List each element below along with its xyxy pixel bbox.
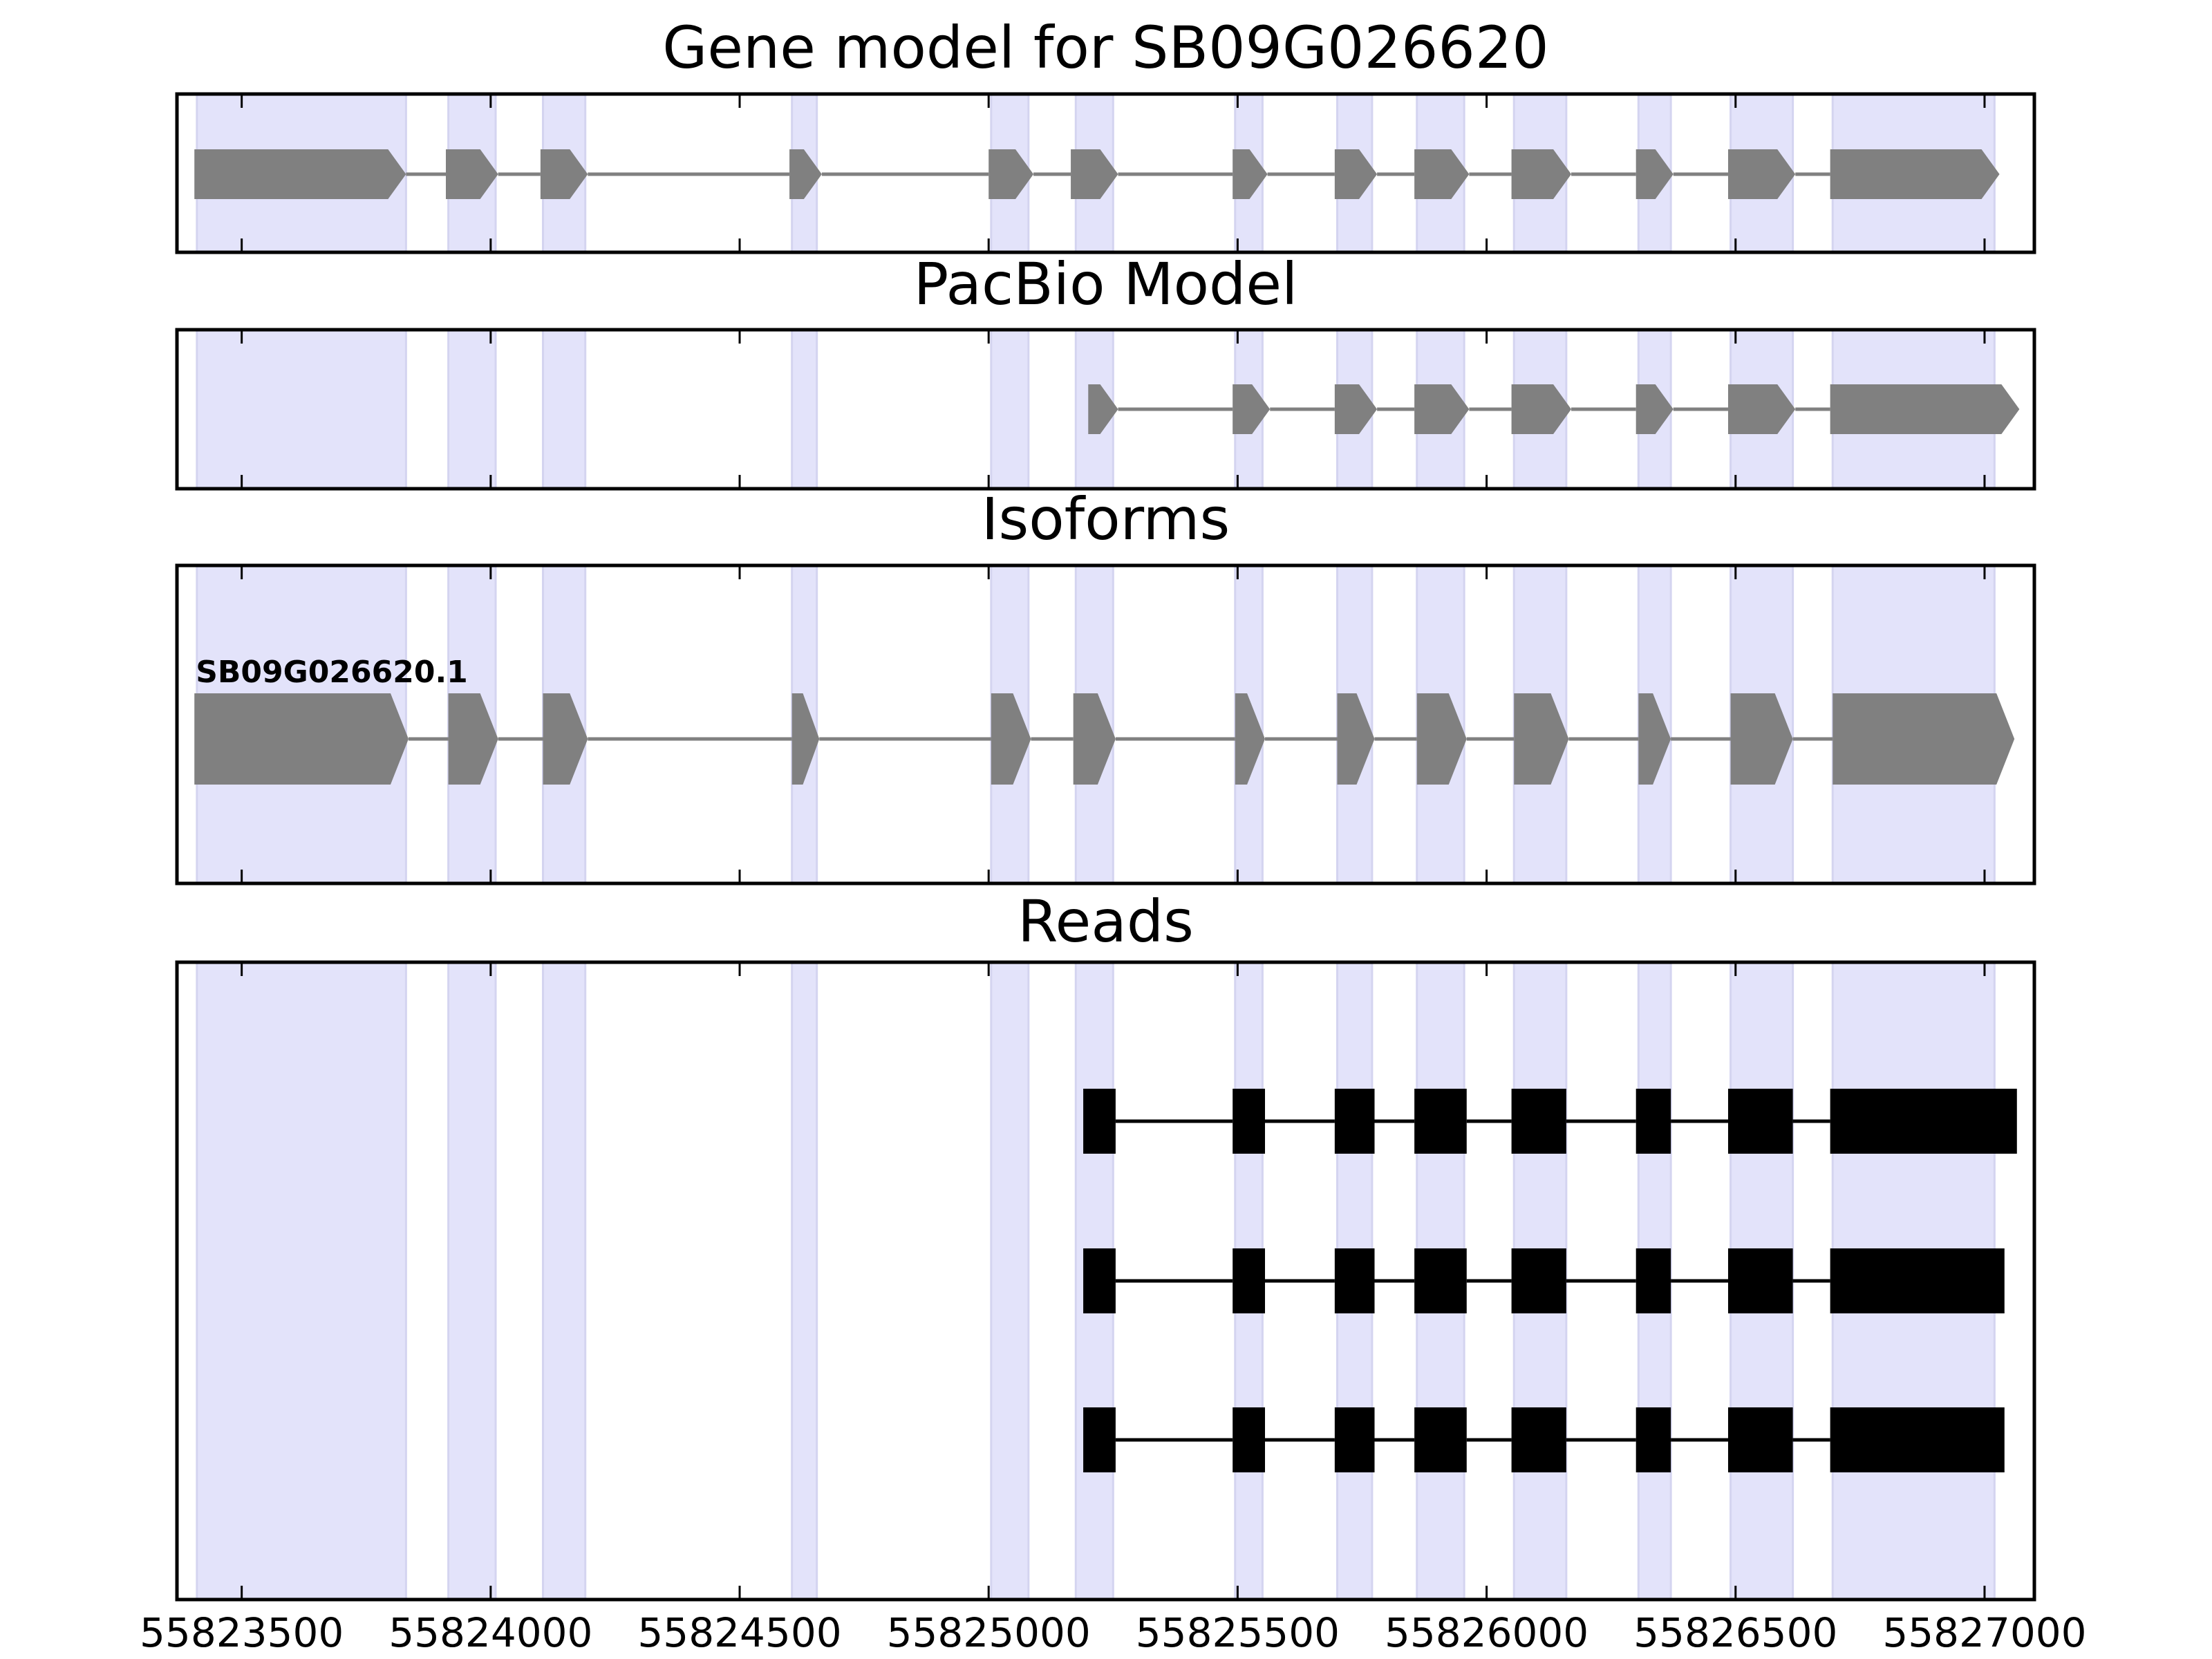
highlight-band	[196, 328, 407, 490]
read-exon	[1083, 1089, 1116, 1154]
panel-frame	[175, 92, 2036, 254]
exon-arrow	[1416, 693, 1467, 785]
panel-frame	[175, 328, 2036, 491]
read-exon	[1511, 1407, 1566, 1472]
read-exon	[1083, 1248, 1116, 1313]
exon-arrow	[1514, 693, 1569, 785]
exon-arrow	[194, 149, 406, 199]
highlight-band	[990, 328, 1030, 490]
x-tick-label: 55826500	[1633, 1609, 1837, 1656]
isoform-label: SB09G026620.1	[196, 655, 468, 690]
read-exon	[1232, 1089, 1266, 1154]
exon-arrow	[1414, 149, 1470, 199]
x-tick-label: 55823500	[140, 1609, 344, 1656]
exon-arrow	[791, 693, 820, 785]
highlight-band	[541, 961, 587, 1601]
read-exon	[1511, 1089, 1566, 1154]
read-exon	[1334, 1248, 1375, 1313]
exon-arrow	[1235, 693, 1266, 785]
exon-arrow	[540, 149, 588, 199]
read-exon	[1414, 1089, 1467, 1154]
x-tick-label: 55824000	[388, 1609, 592, 1656]
read-exon	[1830, 1407, 2005, 1472]
panel-title: Gene model for SB09G026620	[662, 14, 1548, 82]
highlight-band	[447, 328, 497, 490]
highlight-band	[990, 961, 1030, 1601]
exon-arrow	[446, 149, 498, 199]
exon-arrow	[1088, 384, 1118, 434]
exon-arrow	[1511, 149, 1572, 199]
read-exon	[1830, 1089, 2017, 1154]
panel-title: PacBio Model	[914, 250, 1298, 318]
exon-arrow	[1727, 384, 1796, 434]
exon-arrow	[448, 693, 498, 785]
panel-frame	[175, 563, 2036, 885]
x-tick-label: 55824500	[637, 1609, 841, 1656]
exon-arrow	[1232, 149, 1268, 199]
read-exon	[1727, 1248, 1793, 1313]
read-exon	[1635, 1248, 1671, 1313]
panel-title: Reads	[1018, 888, 1194, 955]
read-exon	[1635, 1089, 1671, 1154]
x-tick-label: 55826000	[1385, 1609, 1588, 1656]
highlight-band	[196, 961, 407, 1601]
exon-arrow	[1638, 693, 1671, 785]
highlight-band	[541, 328, 587, 490]
exon-arrow	[1334, 384, 1378, 434]
read-exon	[1830, 1248, 2005, 1313]
exon-arrow	[1635, 149, 1674, 199]
exon-arrow	[1830, 149, 2000, 199]
read-exon	[1727, 1407, 1793, 1472]
read-exon	[1232, 1407, 1266, 1472]
exon-arrow	[194, 693, 409, 785]
highlight-band	[791, 961, 818, 1601]
exon-arrow	[988, 149, 1034, 199]
highlight-band	[447, 961, 497, 1601]
read-exon	[1727, 1089, 1793, 1154]
read-exon	[1414, 1407, 1467, 1472]
read-exon	[1232, 1248, 1266, 1313]
exon-arrow	[1334, 149, 1378, 199]
exon-arrow	[1727, 149, 1796, 199]
highlight-band	[791, 328, 818, 490]
x-tick-label: 55827000	[1882, 1609, 2086, 1656]
exon-arrow	[1414, 384, 1470, 434]
exon-arrow	[1232, 384, 1271, 434]
exon-arrow	[1730, 693, 1793, 785]
exon-arrow	[1830, 384, 2020, 434]
panel-frame	[175, 960, 2036, 1602]
read-exon	[1635, 1407, 1671, 1472]
exon-arrow	[543, 693, 588, 785]
exon-arrow	[991, 693, 1031, 785]
exon-arrow	[1635, 384, 1674, 434]
exon-arrow	[1337, 693, 1375, 785]
exon-arrow	[1073, 693, 1116, 785]
panel-title: Isoforms	[982, 485, 1230, 553]
exon-arrow	[1071, 149, 1118, 199]
read-exon	[1414, 1248, 1467, 1313]
x-tick-label: 55825000	[887, 1609, 1091, 1656]
exon-arrow	[1511, 384, 1572, 434]
read-exon	[1083, 1407, 1116, 1472]
exon-arrow	[789, 149, 822, 199]
read-exon	[1334, 1089, 1375, 1154]
read-exon	[1511, 1248, 1566, 1313]
read-exon	[1334, 1407, 1375, 1472]
x-tick-label: 55825500	[1136, 1609, 1340, 1656]
exon-arrow	[1833, 693, 2015, 785]
